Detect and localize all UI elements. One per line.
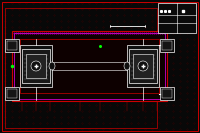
Bar (14, 33, 165, 99)
Bar (160, 87, 174, 100)
Ellipse shape (49, 62, 55, 70)
Bar (26, 54, 46, 78)
Bar (7, 41, 17, 50)
Bar (162, 89, 172, 98)
Ellipse shape (124, 62, 130, 70)
Bar (158, 3, 196, 33)
Bar (20, 45, 52, 87)
Circle shape (138, 61, 148, 71)
Bar (127, 45, 159, 87)
Bar (5, 39, 19, 52)
Bar (20, 39, 159, 93)
Bar (7, 89, 17, 98)
Bar (12, 31, 167, 101)
Bar (160, 39, 174, 52)
Bar (133, 54, 153, 78)
Bar (5, 87, 19, 100)
Bar (129, 49, 157, 83)
Bar (22, 49, 50, 83)
Bar (162, 41, 172, 50)
Bar (5, 8, 157, 128)
Circle shape (31, 61, 41, 71)
